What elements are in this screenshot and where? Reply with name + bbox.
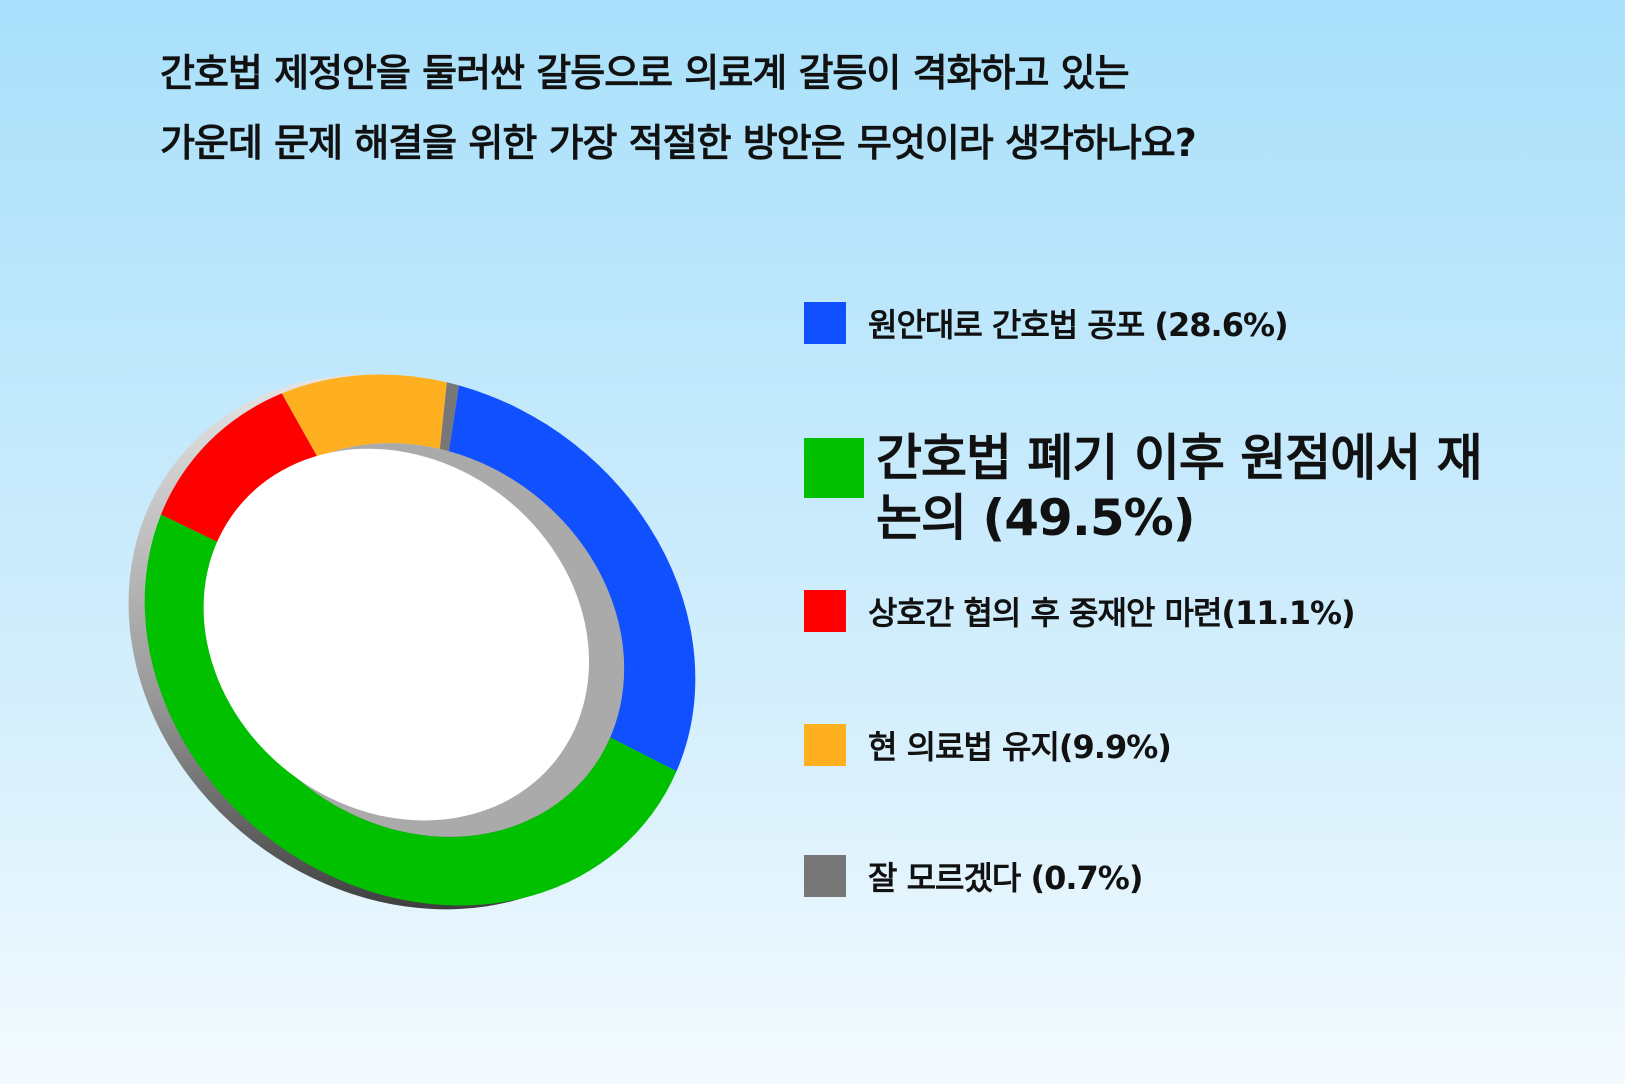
donut-slice: [281, 374, 447, 458]
donut-hole: [203, 448, 590, 821]
legend-swatch: [804, 724, 846, 766]
legend-label: 원안대로 간호법 공포 (28.6%): [868, 306, 1289, 344]
title: 가운데 문제 해결을 위한 가장 적절한 방안은 무엇이라 생각하나요?: [160, 121, 1197, 165]
legend-swatch: [804, 855, 846, 897]
legend-label: 잘 모르겠다 (0.7%): [868, 859, 1143, 897]
legend-swatch: [804, 590, 846, 632]
title: 간호법 제정안을 둘러싼 갈등으로 의료계 갈등이 격화하고 있는: [160, 51, 1130, 95]
donut-slice: [439, 382, 459, 452]
donut-slice: [144, 514, 677, 906]
legend-swatch: [804, 302, 846, 344]
chart: [128, 374, 696, 910]
legend-label: 현 의료법 유지(9.9%): [868, 728, 1172, 766]
legend-label: 상호간 협의 후 중재안 마련(11.1%): [868, 594, 1356, 632]
donut: [128, 374, 696, 910]
legend-swatch: [804, 438, 864, 498]
donut-slice: [448, 385, 696, 772]
donut-slice: [161, 393, 318, 547]
legend-label: 간호법 폐기 이후 원점에서 재논의 (49.5%): [876, 429, 1483, 547]
